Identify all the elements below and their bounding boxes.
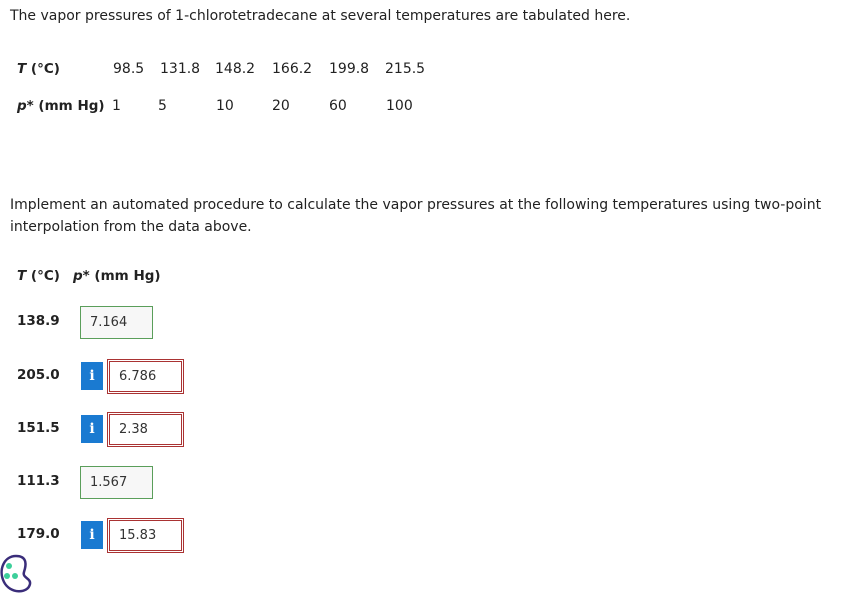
symbol: T <box>17 268 27 284</box>
temperature: 166.2 <box>272 61 313 77</box>
pressure: 1 <box>112 98 121 114</box>
unit: (°C) <box>26 61 60 77</box>
symbol: p* <box>73 268 90 284</box>
unit: (mm Hg) <box>33 98 105 114</box>
p-label: p* (mm Hg) <box>17 98 105 114</box>
t-label: T (°C) <box>17 61 60 77</box>
pressure: 20 <box>272 98 290 114</box>
temperature: 111.3 <box>17 473 60 489</box>
temperature: 151.5 <box>17 420 60 436</box>
answer-input: 1.567 <box>80 466 153 499</box>
symbol: p* <box>17 98 34 114</box>
intro: The vapor pressures of 1-chlorotetradeca… <box>10 8 631 24</box>
p-label: p* (mm Hg) <box>73 268 161 284</box>
pressure: 5 <box>158 98 167 114</box>
temperature: 205.0 <box>17 367 60 383</box>
temperature: 131.8 <box>160 61 201 77</box>
temperature: 215.5 <box>385 61 426 77</box>
symbol: T <box>17 61 27 77</box>
pressure: 60 <box>329 98 347 114</box>
answer-input: 15.83 <box>107 518 184 553</box>
temperature: 98.5 <box>113 61 145 77</box>
info-icon: i <box>81 521 103 549</box>
temperature: 138.9 <box>17 313 60 329</box>
palette-icon <box>0 554 32 593</box>
answer-input: 2.38 <box>107 412 184 447</box>
temperature: 179.0 <box>17 526 60 542</box>
unit: (°C) <box>26 268 60 284</box>
temperature: 199.8 <box>329 61 370 77</box>
pressure: 10 <box>216 98 234 114</box>
temperature: 148.2 <box>215 61 256 77</box>
info-icon: i <box>81 415 103 443</box>
instructions: Implement an automated procedure to calc… <box>10 197 822 235</box>
answer-input: 6.786 <box>107 359 184 394</box>
info-icon: i <box>81 362 103 390</box>
pressure: 100 <box>386 98 413 114</box>
answer-input: 7.164 <box>80 306 153 339</box>
unit: (mm Hg) <box>89 268 161 284</box>
t-label: T (°C) <box>17 268 60 284</box>
